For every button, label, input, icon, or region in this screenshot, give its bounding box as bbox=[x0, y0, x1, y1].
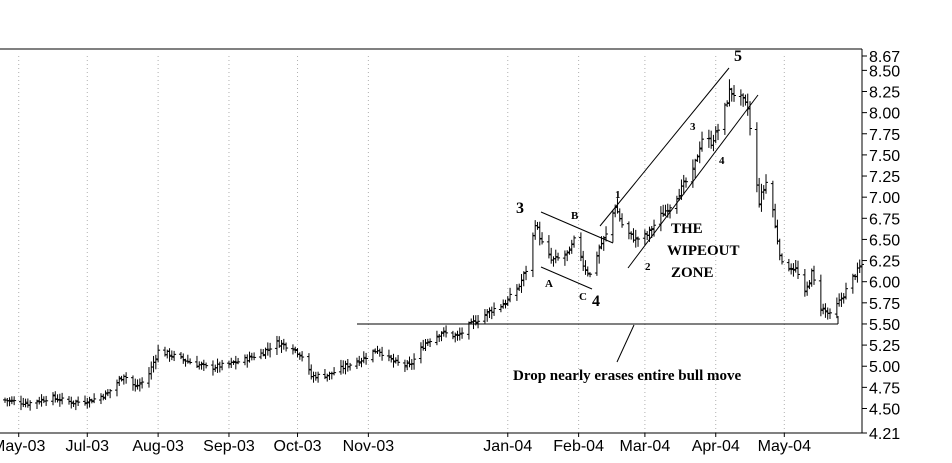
drop-pointer-line bbox=[616, 324, 635, 363]
sub-label-a: A bbox=[545, 278, 553, 290]
sub-label-3: 3 bbox=[690, 121, 696, 133]
x-tick-label: Apr-04 bbox=[692, 438, 740, 455]
y-tick-label: 7.75 bbox=[869, 127, 900, 144]
wedge-upper-line bbox=[540, 211, 614, 244]
channel-upper-line bbox=[599, 67, 730, 227]
x-tick-label: Sep-03 bbox=[203, 438, 255, 455]
zone-label-line1: THE bbox=[671, 221, 703, 237]
x-tick-label: Feb-04 bbox=[553, 438, 604, 455]
x-tick-label: May-03 bbox=[0, 438, 45, 455]
annotation-lines bbox=[357, 67, 839, 363]
y-tick-label: 4.21 bbox=[869, 426, 900, 443]
wave-label-3: 3 bbox=[516, 200, 524, 217]
x-tick-label: May-04 bbox=[758, 438, 811, 455]
drop-annotation-text: Drop nearly erases entire bull move bbox=[513, 368, 742, 384]
x-tick-label: Aug-03 bbox=[132, 438, 184, 455]
y-tick-label: 6.75 bbox=[869, 211, 900, 228]
annotation-labels: 3 4 5 A B C 1 2 3 4 THE WIPEOUT ZONE Dro… bbox=[513, 48, 742, 384]
sub-label-b: B bbox=[571, 210, 579, 222]
wave-label-4: 4 bbox=[592, 293, 600, 310]
y-tick-label: 8.50 bbox=[869, 63, 900, 80]
y-tick-label: 4.50 bbox=[869, 401, 900, 418]
sub-label-2: 2 bbox=[645, 261, 651, 273]
zone-label-line3: ZONE bbox=[671, 265, 714, 281]
y-tick-label: 8.00 bbox=[869, 106, 900, 123]
x-axis: May-03 Jul-03 Aug-03 Sep-03 Oct-03 Nov-03 Jan-… bbox=[0, 433, 811, 455]
sub-label-c: C bbox=[579, 291, 587, 303]
channel-lower-line bbox=[627, 94, 759, 269]
y-axis: 4.21 4.50 4.75 5.00 5.25 5.50 5.75 6.00 6.25 6.50… bbox=[0, 48, 900, 443]
y-tick-label: 8.67 bbox=[869, 49, 900, 66]
y-tick-label: 6.25 bbox=[869, 254, 900, 271]
y-tick-label: 4.75 bbox=[869, 380, 900, 397]
wave-label-5: 5 bbox=[734, 48, 742, 65]
y-tick-label: 7.00 bbox=[869, 190, 900, 207]
y-tick-label: 8.25 bbox=[869, 85, 900, 102]
x-tick-label: Nov-03 bbox=[343, 438, 395, 455]
price-bars bbox=[3, 79, 864, 411]
y-tick-label: 6.00 bbox=[869, 275, 900, 292]
x-tick-label: Mar-04 bbox=[620, 438, 671, 455]
grid-lines bbox=[18, 56, 785, 433]
wedge-lower-line bbox=[540, 266, 593, 290]
y-tick-label: 5.75 bbox=[869, 296, 900, 313]
sub-label-4: 4 bbox=[719, 155, 725, 167]
x-tick-label: Oct-03 bbox=[274, 438, 322, 455]
y-tick-label: 7.25 bbox=[869, 169, 900, 186]
x-tick-label: Jan-04 bbox=[483, 438, 532, 455]
y-tick-label: 5.00 bbox=[869, 359, 900, 376]
y-tick-label: 7.50 bbox=[869, 148, 900, 165]
y-tick-label: 5.25 bbox=[869, 338, 900, 355]
zone-label-line2: WIPEOUT bbox=[667, 243, 740, 259]
x-tick-label: Jul-03 bbox=[65, 438, 109, 455]
y-tick-label: 5.50 bbox=[869, 317, 900, 334]
sub-label-1: 1 bbox=[615, 189, 621, 201]
y-tick-label: 6.50 bbox=[869, 232, 900, 249]
